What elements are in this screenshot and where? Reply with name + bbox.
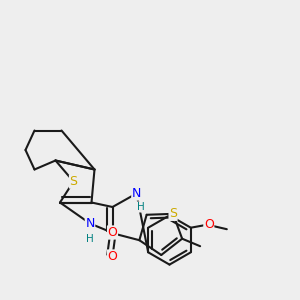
Text: N: N (132, 187, 141, 200)
Text: O: O (204, 218, 214, 231)
Text: O: O (108, 226, 117, 239)
Text: S: S (169, 207, 177, 220)
Text: H: H (137, 202, 145, 212)
Text: O: O (108, 250, 117, 263)
Text: S: S (70, 175, 77, 188)
Text: N: N (85, 217, 95, 230)
Text: H: H (86, 233, 94, 244)
